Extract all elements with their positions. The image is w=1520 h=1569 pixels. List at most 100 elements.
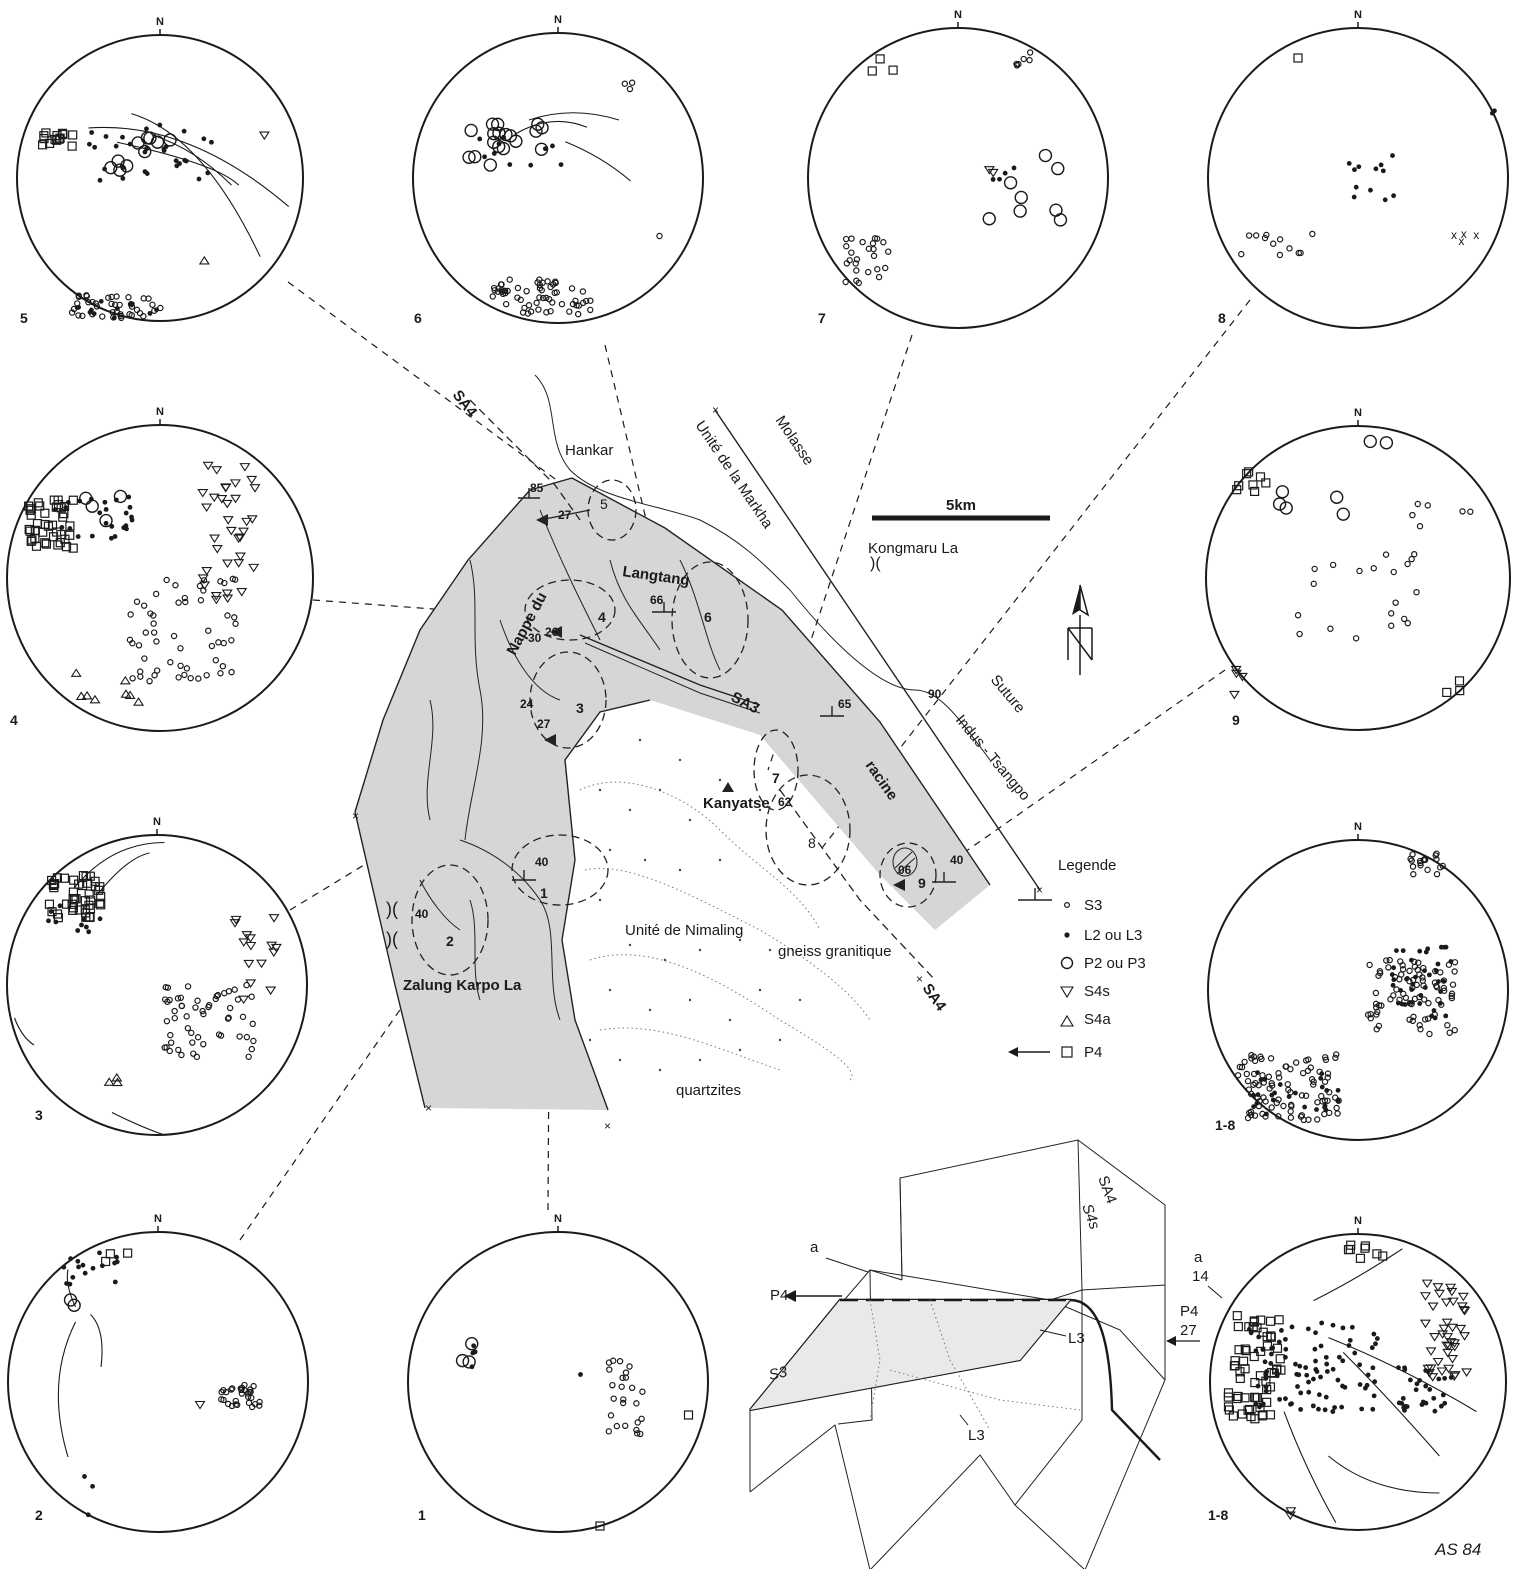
s3-pole-mark: [1314, 1116, 1321, 1123]
block-label-p4: P4: [770, 1287, 788, 1304]
fold-axis-mark: [1279, 501, 1293, 515]
lineation-mark: [558, 162, 564, 167]
s3-pole-mark: [875, 273, 883, 281]
lineation-mark: [114, 306, 120, 311]
s3-pole-mark: [533, 299, 540, 307]
s4s-mark: [1427, 1302, 1439, 1312]
fold-axis-mark: [485, 117, 500, 131]
s3-pole-mark: [243, 1033, 251, 1041]
s3-pole-mark: [499, 290, 507, 298]
s3-pole-mark: [1309, 230, 1316, 238]
p4-mark: [1240, 1344, 1250, 1354]
p4-mark: [1237, 1409, 1247, 1419]
lineation-mark: [1283, 1346, 1289, 1352]
svg-text:4: 4: [598, 609, 606, 625]
p4-mark: [875, 54, 885, 64]
s3-pole-mark: [1276, 251, 1284, 259]
s3-pole-mark: [1243, 1070, 1250, 1078]
p4-mark: [1240, 1393, 1250, 1403]
lineation-mark: [1269, 1351, 1274, 1357]
net-1-8b-annotations: a 14 P4 27: [1166, 1249, 1223, 1346]
lineation-mark: [1268, 1361, 1274, 1366]
p4-mark: [1235, 1373, 1245, 1384]
nimaling-dots: [588, 738, 802, 1072]
lineation-mark: [1277, 1396, 1282, 1402]
lineation-mark: [1346, 160, 1352, 166]
lineation-mark: [1391, 193, 1396, 199]
s3-pole-mark: [1411, 995, 1419, 1003]
s4s-mark: [1443, 1342, 1455, 1351]
p4-mark: [68, 543, 78, 553]
p4-mark: [1233, 1391, 1243, 1402]
fold-axis-mark: [1051, 161, 1065, 176]
s3-pole-mark: [842, 235, 850, 243]
lineation-mark: [1402, 1407, 1407, 1413]
lineation-track: [13, 1017, 35, 1046]
lineation-mark: [76, 1264, 81, 1270]
s4s-mark: [233, 559, 245, 568]
lineation-mark: [1423, 1368, 1429, 1373]
s3-pole-mark: [85, 299, 92, 306]
stereonet-label: 7: [818, 310, 826, 326]
fold-axis-mark: [1013, 204, 1027, 218]
lineation-mark: [1429, 1013, 1435, 1019]
stereonet-label: 4: [10, 712, 18, 728]
s3-pole-mark: [1292, 1059, 1300, 1066]
lineation-mark: [1368, 187, 1373, 193]
s3-pole-mark: [200, 1040, 207, 1048]
p4-mark: [105, 1249, 115, 1259]
lineation-mark: [1289, 1401, 1294, 1407]
s3-pole-mark: [1287, 1114, 1295, 1121]
s3-pole-mark: [189, 1039, 196, 1046]
s3-pole-mark: [869, 240, 877, 247]
fold-axis-mark: [119, 159, 134, 173]
s3-pole-mark: [231, 614, 238, 621]
s3-pole-mark: [166, 1047, 173, 1055]
lineation-mark: [1297, 1363, 1303, 1369]
fold-axis-mark: [483, 158, 498, 172]
lineation-mark: [491, 151, 497, 156]
lineation-mark: [129, 301, 135, 307]
s4s-mark: [1447, 1297, 1459, 1307]
p4-mark: [52, 135, 62, 145]
s3-pole-mark: [1311, 565, 1318, 573]
cross-mark: x: [1461, 227, 1467, 241]
p4-mark: [58, 512, 68, 522]
p4-mark: [1343, 1245, 1354, 1255]
lineation-mark: [1246, 1326, 1252, 1332]
s3-pole-mark: [223, 1388, 230, 1396]
s3-pole-mark: [1413, 588, 1420, 596]
p4-mark: [1242, 469, 1252, 479]
lineation-mark: [161, 148, 167, 153]
lineation-mark: [1263, 1111, 1269, 1117]
lineation-mark: [97, 510, 103, 516]
p4-mark: [49, 495, 59, 505]
s4s-mark: [246, 475, 258, 485]
s4s-mark: [1461, 1368, 1473, 1377]
kanyatse-peak-icon: [722, 782, 734, 792]
s3-pole-mark: [163, 1017, 171, 1025]
lineation-mark: [1373, 166, 1379, 172]
p4-mark: [1256, 1315, 1266, 1325]
lineation-mark: [68, 1256, 74, 1262]
svg-text:26: 26: [545, 625, 559, 639]
s3-pole-mark: [506, 276, 513, 283]
s3-pole-mark: [194, 1034, 202, 1041]
p4-mark: [1265, 1410, 1276, 1420]
lineation-track: [565, 141, 631, 182]
s3-pole-mark: [1299, 1069, 1307, 1077]
s3-pole-mark: [93, 303, 101, 310]
site-numbers: 1 2 3 4 5 6 7 8 9: [446, 496, 926, 949]
s3-pole-mark: [628, 1384, 636, 1392]
s4s-mark: [210, 595, 222, 605]
p4-mark: [45, 138, 55, 149]
s4s-mark: [1432, 1283, 1444, 1292]
s3-pole-mark: [224, 612, 231, 619]
p4-mark: [68, 905, 78, 915]
s4a-mark: [133, 697, 145, 706]
s3-pole-mark: [842, 278, 849, 286]
lineation-mark: [111, 315, 117, 321]
place-quartzites: quartzites: [676, 1082, 741, 1099]
s4s-mark: [1419, 1319, 1431, 1329]
lineation-track: [528, 112, 620, 121]
